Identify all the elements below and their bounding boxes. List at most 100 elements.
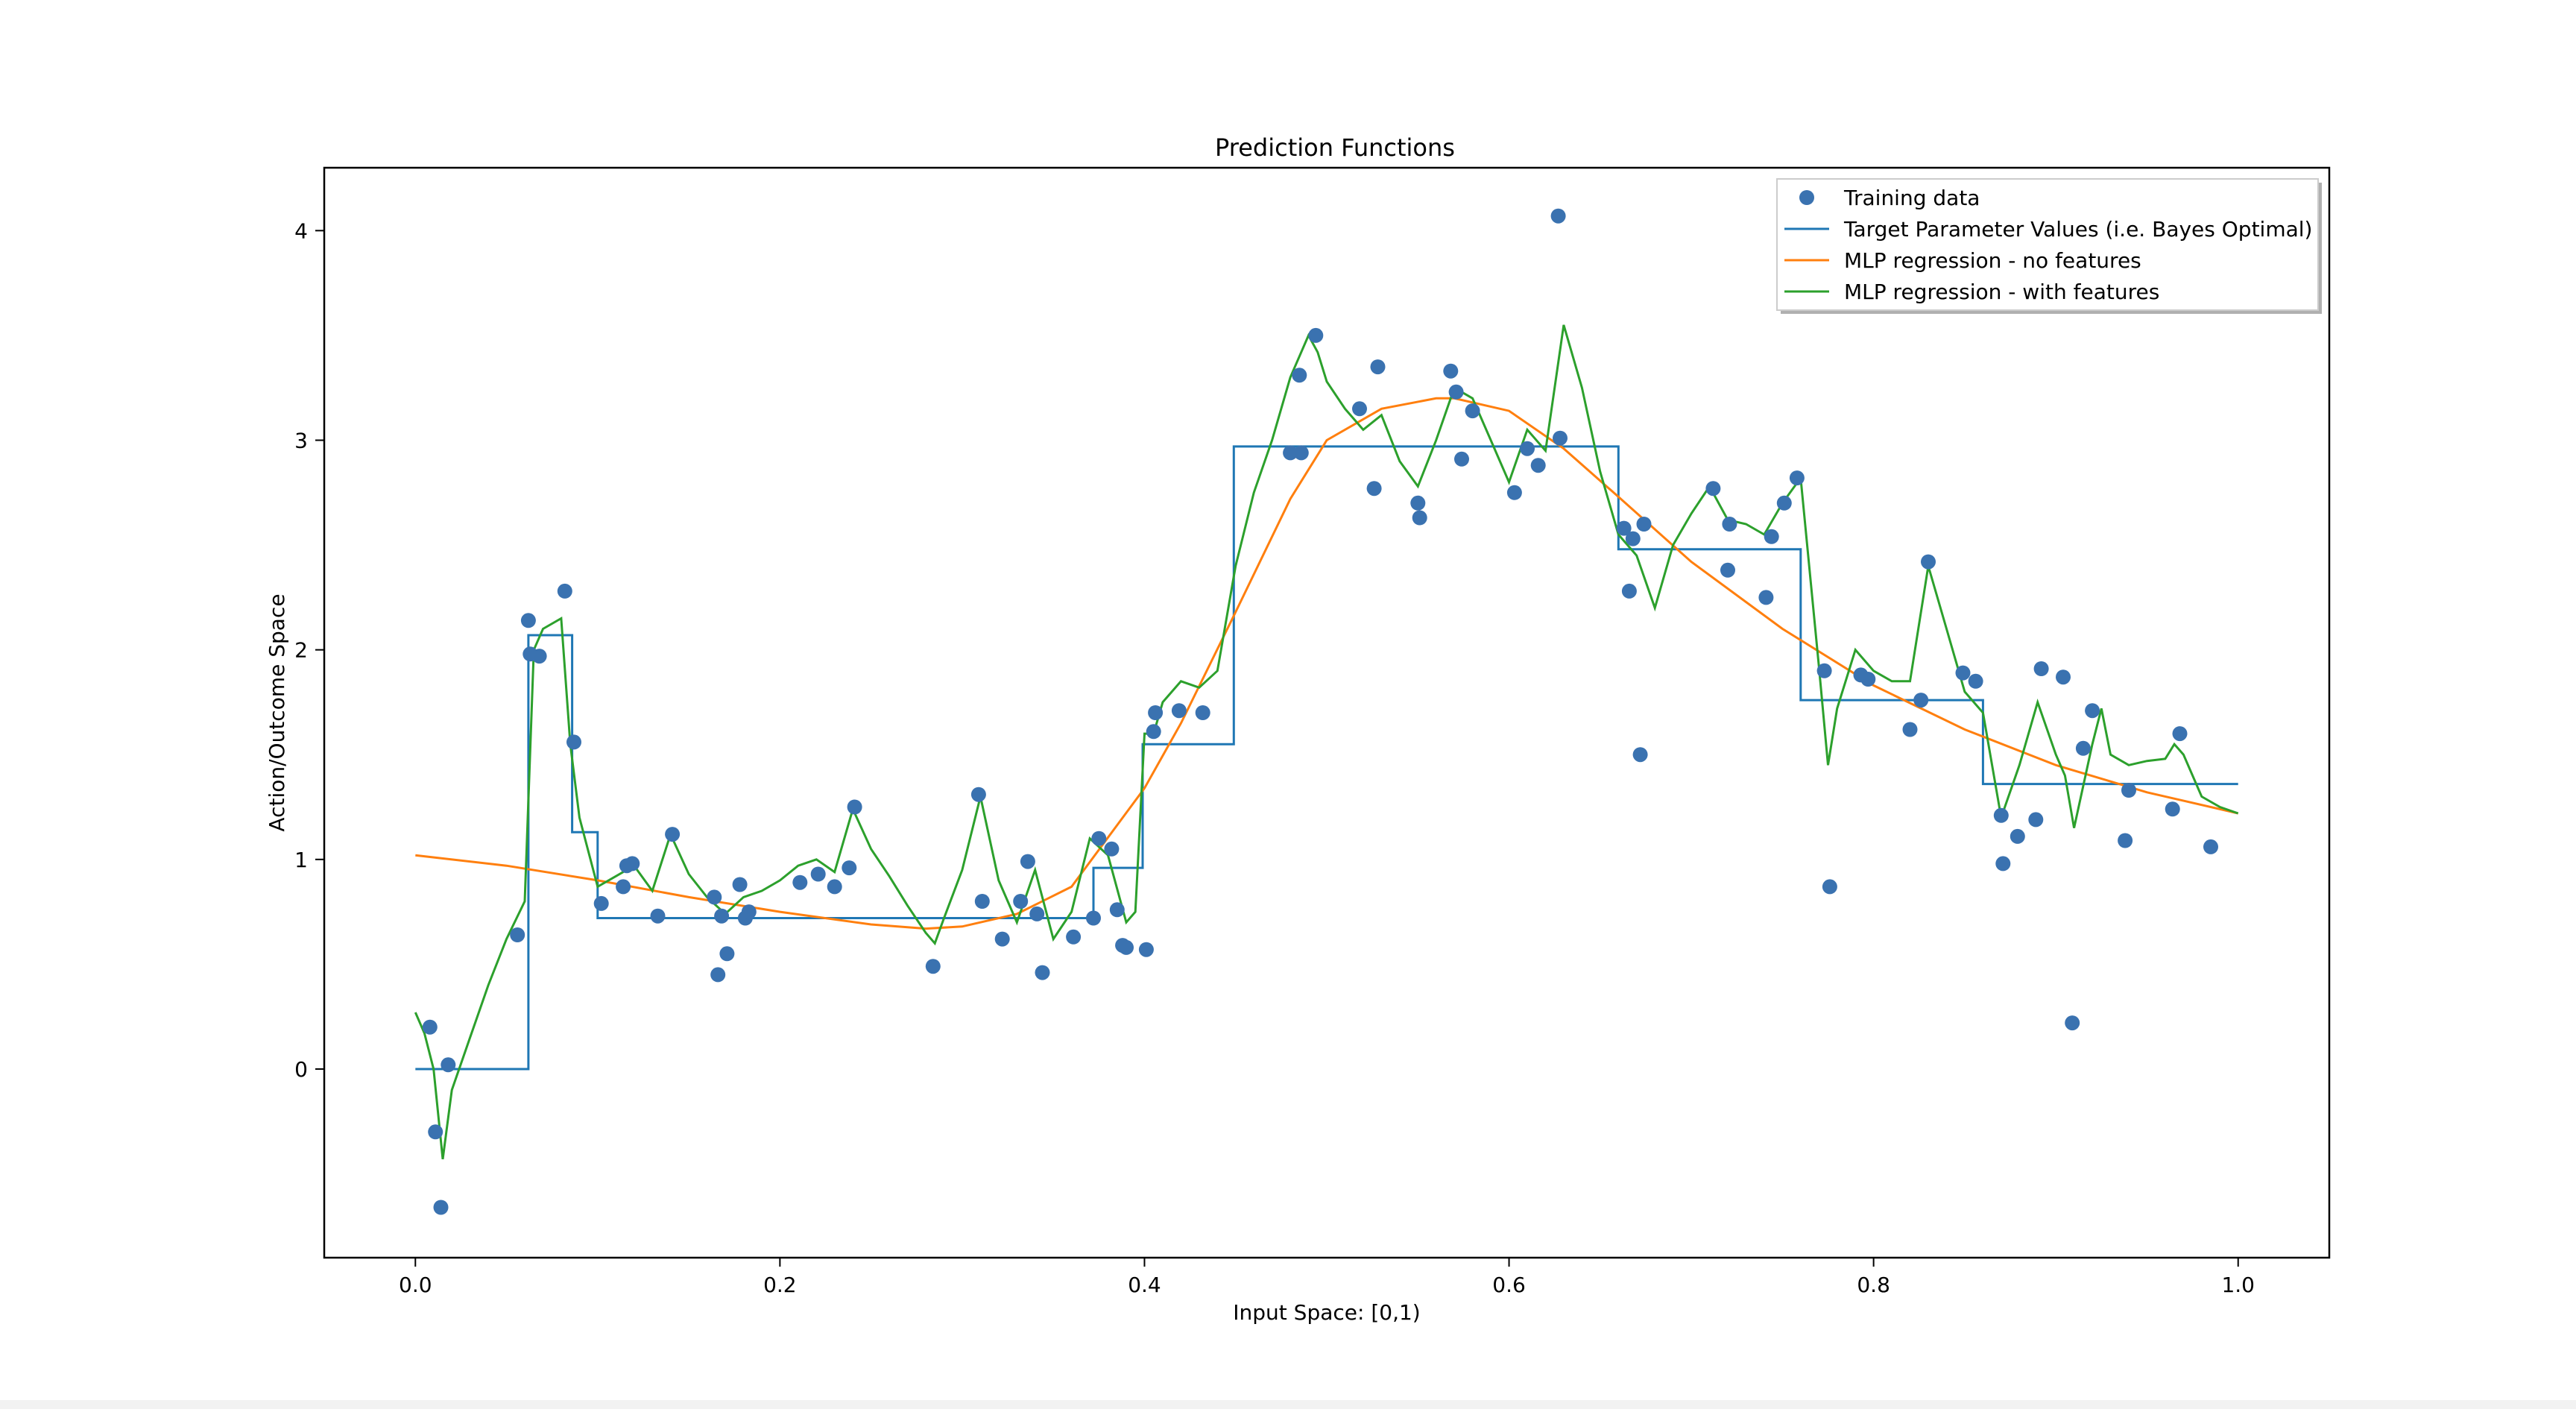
training-point <box>1993 807 2009 823</box>
training-point <box>1443 363 1459 379</box>
training-point <box>1506 485 1522 500</box>
training-point <box>1119 939 1134 955</box>
training-point <box>625 856 640 872</box>
training-point <box>1171 703 1187 719</box>
training-point <box>1292 368 1307 383</box>
training-point <box>1091 831 1107 846</box>
training-point <box>566 734 581 750</box>
training-point <box>1465 403 1480 419</box>
training-point <box>1621 583 1637 599</box>
training-point <box>827 879 842 895</box>
y-tick-label: 4 <box>294 218 308 243</box>
training-point <box>1109 902 1125 918</box>
no-features-series-line <box>415 397 2239 930</box>
training-point <box>1902 722 1918 737</box>
training-point <box>510 927 525 942</box>
training-point <box>974 894 990 909</box>
legend-box <box>1776 178 2319 311</box>
training-point <box>1283 445 1298 461</box>
legend-training-data-label: Training data <box>1843 186 1980 210</box>
training-point <box>1138 942 1154 957</box>
training-point <box>1776 495 1792 511</box>
training-point <box>1013 894 1029 909</box>
x-tick-label: 1.0 <box>2221 1273 2255 1297</box>
training-point <box>741 904 757 920</box>
training-point <box>1913 693 1929 708</box>
training-point <box>1955 665 1971 681</box>
training-point <box>433 1200 449 1215</box>
x-axis-label: Input Space: [0,1) <box>1233 1300 1420 1325</box>
training-point <box>2118 833 2133 848</box>
y-tick-label: 1 <box>294 848 308 872</box>
training-point <box>1705 481 1721 497</box>
training-point <box>1530 458 1546 473</box>
training-point <box>2033 661 2049 676</box>
training-point <box>925 959 941 974</box>
x-tick-label: 0.6 <box>1492 1273 1526 1297</box>
training-point <box>842 860 857 876</box>
training-point <box>1448 384 1464 400</box>
training-point <box>1454 451 1469 467</box>
training-point <box>714 908 730 924</box>
training-point <box>1104 841 1120 857</box>
training-point <box>1758 590 1774 605</box>
training-point <box>1816 663 1832 678</box>
training-point <box>2121 783 2136 798</box>
training-point <box>1995 856 2011 872</box>
legend-mlp-no-features-label: MLP regression - no features <box>1844 248 2141 273</box>
training-point <box>710 967 726 983</box>
training-point <box>1860 672 1876 687</box>
x-tick-label: 0.4 <box>1128 1273 1161 1297</box>
training-point <box>2165 801 2180 817</box>
training-point <box>650 908 666 924</box>
training-point <box>2028 812 2044 828</box>
training-point <box>2010 828 2025 844</box>
training-point <box>520 613 536 628</box>
training-point <box>792 874 808 890</box>
training-point <box>970 787 986 802</box>
training-point <box>2172 726 2188 742</box>
training-point <box>1086 910 1101 926</box>
training-point <box>707 889 722 905</box>
training-point <box>531 649 547 664</box>
training-point <box>1146 724 1161 740</box>
training-point <box>441 1057 456 1073</box>
training-point <box>1764 529 1779 544</box>
training-point <box>1822 879 1837 895</box>
training-point <box>1066 929 1082 945</box>
training-point <box>1632 747 1648 763</box>
training-point <box>1550 208 1566 224</box>
training-point <box>1035 965 1050 980</box>
training-point <box>1722 517 1737 532</box>
training-point <box>1520 441 1535 456</box>
training-point <box>1625 531 1641 546</box>
legend-mlp-with-features-label: MLP regression - with features <box>1844 280 2159 304</box>
y-tick-label: 3 <box>294 429 308 453</box>
training-point <box>593 895 609 911</box>
x-tick-label: 0.2 <box>763 1273 797 1297</box>
training-point <box>1921 554 1936 570</box>
training-point <box>557 583 572 599</box>
training-point <box>616 879 631 895</box>
training-point <box>810 866 826 882</box>
training-point <box>1370 359 1386 375</box>
training-point <box>1029 906 1045 921</box>
target-series-line <box>415 445 2238 1071</box>
training-point <box>1410 495 1426 511</box>
chart-title: Prediction Functions <box>1215 133 1455 162</box>
training-point <box>1968 673 1983 689</box>
training-point <box>1553 430 1568 446</box>
y-tick-label: 0 <box>294 1057 308 1082</box>
legend-target-values-label: Target Parameter Values (i.e. Bayes Opti… <box>1843 217 2312 242</box>
training-point <box>1148 705 1164 720</box>
training-point <box>428 1124 443 1140</box>
training-point <box>719 946 735 962</box>
training-point <box>665 827 681 842</box>
training-point <box>1412 510 1427 526</box>
plot-frame <box>323 166 2331 1259</box>
x-tick-label: 0.0 <box>399 1273 432 1297</box>
training-point <box>1720 562 1735 578</box>
training-point <box>732 877 748 892</box>
training-point <box>422 1019 438 1035</box>
